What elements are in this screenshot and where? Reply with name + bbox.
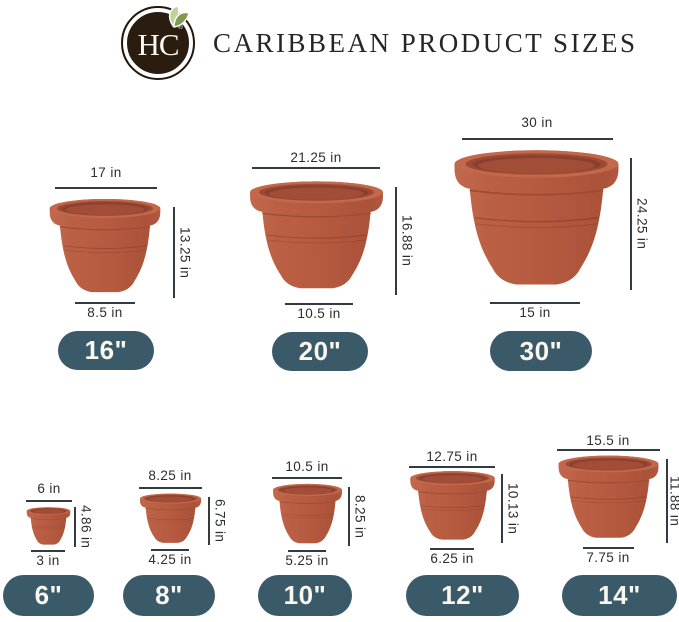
height-dimension-line [501,474,503,543]
size-badge: 8" [123,575,215,616]
size-badge: 12" [406,575,519,616]
size-badge-label: 10" [283,580,327,610]
size-badge: 20" [272,332,368,371]
height-label: 6.75 in [212,499,228,543]
flower-pot-icon [558,455,659,539]
top-diameter-label: 17 in [90,165,122,180]
height-dimension-line [630,158,632,290]
top-dimension-line [26,500,72,502]
top-diameter-label: 6 in [37,481,61,496]
flower-pot-icon [49,198,161,293]
bottom-dimension-line [285,303,353,305]
flower-pot-icon [249,180,384,289]
size-badge-label: 20" [298,336,342,366]
leaf-icon [168,5,190,28]
size-badge: 10" [258,575,352,616]
bottom-diameter-label: 8.5 in [87,305,123,320]
top-dimension-line [272,477,342,479]
size-badge-label: 6" [34,580,63,610]
bottom-dimension-line [75,302,135,304]
size-badge: 14" [562,575,677,616]
height-label: 4.86 in [78,505,94,549]
height-dimension-line [74,507,76,547]
top-dimension-line [252,167,380,169]
page-title: CARIBBEAN PRODUCT SIZES [213,28,638,58]
top-diameter-label: 10.5 in [285,459,329,474]
size-badge-label: 16" [84,335,128,365]
flower-pot-icon [453,149,620,286]
bottom-dimension-line [583,547,634,549]
size-badge: 6" [3,575,94,616]
height-label: 11.88 in [667,475,679,527]
bottom-dimension-line [490,302,580,304]
brand-logo-monogram: HC [137,27,179,62]
bottom-diameter-label: 4.25 in [148,552,192,567]
top-diameter-label: 8.25 in [148,468,192,483]
height-dimension-line [173,207,175,298]
top-diameter-label: 15.5 in [586,433,630,448]
bottom-diameter-label: 10.5 in [297,306,341,321]
pot-figure-16in: 17 in 13.25 in 8.5 in 16" [40,165,205,375]
top-diameter-label: 21.25 in [290,150,342,165]
size-badge-label: 14" [598,580,641,610]
flower-pot-icon [272,483,343,544]
pot-figure-10in: 10.5 in 8.25 in 5.25 in 10" [250,459,368,621]
top-dimension-line [557,449,660,451]
flower-pot-icon [139,493,202,544]
top-dimension-line [409,466,495,468]
size-badge-label: 8" [155,580,183,610]
height-label: 16.88 in [399,215,415,267]
pot-figure-6in: 6 in 4.86 in 3 in 6" [3,481,100,621]
bottom-dimension-line [151,549,189,551]
size-badge: 16" [58,331,154,370]
size-badge: 30" [490,331,592,371]
bottom-dimension-line [288,550,326,552]
height-label: 24.25 in [634,198,650,250]
pot-figure-30in: 30 in 24.25 in 15 in 30" [450,115,679,375]
flower-pot-icon [26,506,71,545]
height-label: 13.25 in [177,226,193,279]
size-badge-label: 30" [519,335,563,366]
registered-trademark-symbol: ® [177,24,183,31]
pot-figure-8in: 8.25 in 6.75 in 4.25 in 8" [118,468,228,621]
height-dimension-line [395,187,397,295]
top-dimension-line [55,187,157,189]
bottom-dimension-line [430,548,474,550]
height-label: 10.13 in [505,482,521,535]
height-dimension-line [348,487,350,546]
top-dimension-line [139,487,202,489]
bottom-diameter-label: 7.75 in [586,550,630,565]
pot-figure-20in: 21.25 in 16.88 in 10.5 in 20" [240,150,415,375]
top-dimension-line [462,138,613,140]
pot-figure-12in: 12.75 in 10.13 in 6.25 in 12" [392,449,521,621]
height-label: 8.25 in [352,494,368,539]
top-diameter-label: 12.75 in [426,449,478,464]
bottom-dimension-line [31,550,65,552]
pot-figure-14in: 15.5 in 11.88 in 7.75 in 14" [545,433,679,621]
bottom-diameter-label: 3 in [36,553,60,568]
bottom-diameter-label: 5.25 in [285,553,329,568]
brand-logo: HC ® [121,5,195,80]
height-dimension-line [208,497,210,545]
flower-pot-icon [409,470,496,541]
height-dimension-line [666,459,668,543]
bottom-diameter-label: 6.25 in [430,551,474,566]
top-diameter-label: 30 in [521,115,553,130]
size-badge-label: 12" [441,580,484,610]
bottom-diameter-label: 15 in [519,305,551,320]
